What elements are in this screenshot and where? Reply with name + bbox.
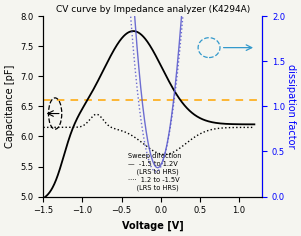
Y-axis label: Capacitance [pF]: Capacitance [pF]	[5, 65, 15, 148]
Text: Sweep direction
—  -1.5 to 1.2V
    (LRS to HRS)
····  1.2 to -1.5V
    (LRS to : Sweep direction — -1.5 to 1.2V (LRS to H…	[128, 153, 181, 191]
Y-axis label: dissipation factor: dissipation factor	[286, 64, 296, 148]
Title: CV curve by Impedance analyzer (K4294A): CV curve by Impedance analyzer (K4294A)	[56, 5, 250, 14]
X-axis label: Voltage [V]: Voltage [V]	[122, 221, 184, 231]
